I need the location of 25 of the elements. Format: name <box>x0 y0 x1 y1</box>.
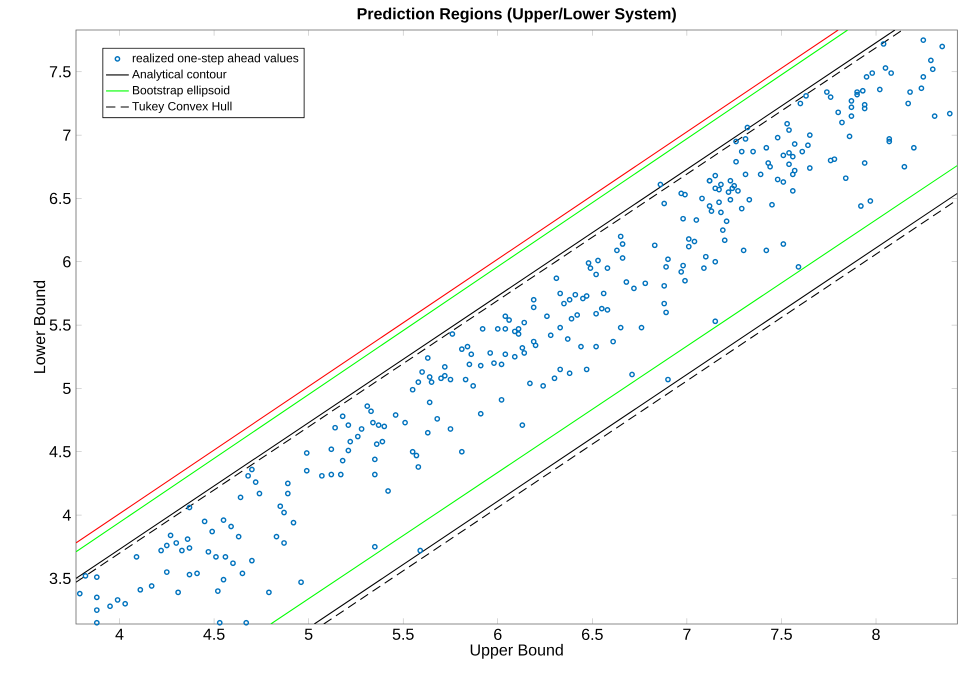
x-axis-title: Upper Bound <box>470 644 563 659</box>
legend-label: Analytical contour <box>132 70 227 81</box>
y-tick-label: 6 <box>63 256 71 268</box>
y-tick-label: 7.5 <box>50 66 71 78</box>
legend-label: realized one-step ahead values <box>132 54 298 65</box>
x-tick-label: 6 <box>494 628 502 640</box>
x-tick-label: 7.5 <box>771 628 792 640</box>
x-tick-label: 5 <box>304 628 312 640</box>
y-tick-label: 5 <box>63 382 71 394</box>
legend-label: Tukey Convex Hull <box>132 102 232 113</box>
x-tick-label: 7 <box>683 628 691 640</box>
x-tick-label: 4 <box>115 628 124 640</box>
y-tick-label: 4.5 <box>49 446 71 458</box>
y-tick-label: 7 <box>63 130 70 141</box>
y-tick-label: 6.5 <box>50 192 71 204</box>
x-tick-label: 8 <box>872 628 880 640</box>
x-tick-label: 4.5 <box>203 628 225 640</box>
y-tick-label: 3.5 <box>50 572 71 584</box>
legend-label: Bootstrap ellipsoid <box>132 86 230 97</box>
y-axis-title: Lower Bound <box>33 280 46 373</box>
y-tick-label: 4 <box>62 510 71 521</box>
chart-title: Prediction Regions (Upper/Lower System) <box>358 8 676 23</box>
x-tick-label: 6.5 <box>582 628 603 640</box>
x-tick-label: 5.5 <box>392 628 414 640</box>
y-tick-label: 5.5 <box>50 320 71 331</box>
